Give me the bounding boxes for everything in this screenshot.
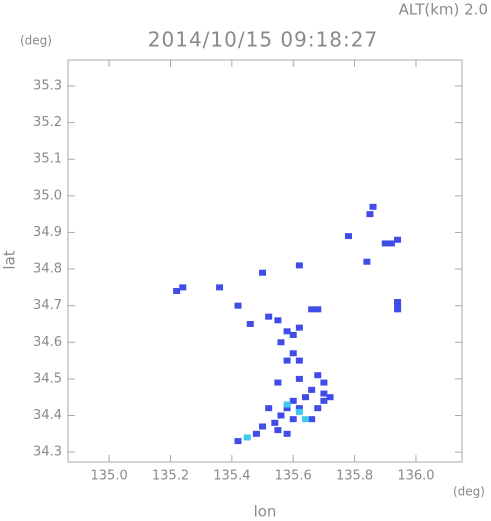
- echo-cell: [314, 306, 322, 313]
- echo-cell: [259, 423, 267, 430]
- echo-cell: [283, 328, 291, 335]
- y-tick-label: 35.0: [33, 188, 62, 203]
- echo-cell: [314, 405, 322, 412]
- echo-cell: [320, 397, 328, 404]
- y-tick-label: 34.4: [33, 408, 62, 423]
- chart-title: 2014/10/15 09:18:27: [148, 28, 378, 52]
- echo-cell: [295, 408, 303, 415]
- echo-cell: [302, 394, 310, 401]
- echo-cell: [289, 416, 297, 423]
- echo-cell: [234, 302, 242, 309]
- x-unit: (deg): [453, 485, 485, 499]
- y-tick-label: 34.3: [33, 445, 62, 460]
- echo-cell: [387, 240, 395, 247]
- x-tick-label: 135.8: [336, 469, 373, 484]
- plot-frame: [67, 59, 463, 463]
- echo-cell: [314, 372, 322, 379]
- echo-cell: [289, 350, 297, 357]
- echo-cell: [295, 324, 303, 331]
- echo-cell: [289, 397, 297, 404]
- y-tick-label: 34.9: [33, 225, 62, 240]
- echo-cell: [308, 306, 316, 313]
- echo-cell: [302, 416, 310, 423]
- echo-cell: [308, 386, 316, 393]
- y-tick-label: 34.8: [33, 262, 62, 277]
- echo-cell: [320, 390, 328, 397]
- echo-cell: [394, 299, 402, 306]
- y-unit: (deg): [20, 34, 52, 48]
- echo-cell: [289, 331, 297, 338]
- echo-cell: [295, 405, 303, 412]
- echo-cell: [308, 416, 316, 423]
- echo-cell: [234, 438, 242, 445]
- x-axis-label: lon: [254, 503, 277, 521]
- echo-cell: [283, 401, 291, 408]
- x-tick-label: 136.0: [397, 469, 434, 484]
- echo-cell: [277, 412, 285, 419]
- echo-cell: [173, 288, 181, 295]
- echo-cell: [274, 379, 282, 386]
- echo-cell: [283, 357, 291, 364]
- echo-cell: [216, 284, 224, 291]
- echo-cell: [326, 394, 334, 401]
- echo-cell: [243, 434, 251, 441]
- x-tick-label: 135.0: [91, 469, 128, 484]
- y-tick-label: 34.7: [33, 298, 62, 313]
- y-tick-label: 35.1: [33, 152, 62, 167]
- y-tick-label: 34.6: [33, 335, 62, 350]
- echo-cell: [274, 427, 282, 434]
- echo-cell: [179, 284, 187, 291]
- altitude-label: ALT(km) 2.0: [399, 1, 488, 19]
- echo-cell: [265, 313, 273, 320]
- echo-cell: [394, 302, 402, 309]
- echo-cell: [252, 430, 260, 437]
- echo-cell: [295, 262, 303, 269]
- y-axis-label: lat: [1, 250, 19, 269]
- y-tick-label: 35.3: [33, 78, 62, 93]
- echo-cell: [283, 405, 291, 412]
- echo-cell: [295, 357, 303, 364]
- x-tick-label: 135.2: [152, 469, 189, 484]
- echo-cell: [363, 258, 371, 265]
- echo-cell: [295, 375, 303, 382]
- echo-cell: [369, 203, 377, 210]
- echo-cell: [366, 211, 374, 218]
- echo-cell: [246, 320, 254, 327]
- echo-cell: [283, 430, 291, 437]
- echo-cell: [274, 317, 282, 324]
- echo-cell: [394, 306, 402, 313]
- y-tick-label: 34.5: [33, 371, 62, 386]
- echo-cell: [320, 379, 328, 386]
- echo-cell: [344, 233, 352, 240]
- echo-cell: [277, 339, 285, 346]
- x-tick-label: 135.4: [213, 469, 250, 484]
- echo-cell: [265, 405, 273, 412]
- y-tick-label: 35.2: [33, 115, 62, 130]
- echo-cell: [394, 236, 402, 243]
- echo-cell: [381, 240, 389, 247]
- x-tick-label: 135.6: [275, 469, 312, 484]
- echo-cell: [259, 269, 267, 276]
- echo-cell: [271, 419, 279, 426]
